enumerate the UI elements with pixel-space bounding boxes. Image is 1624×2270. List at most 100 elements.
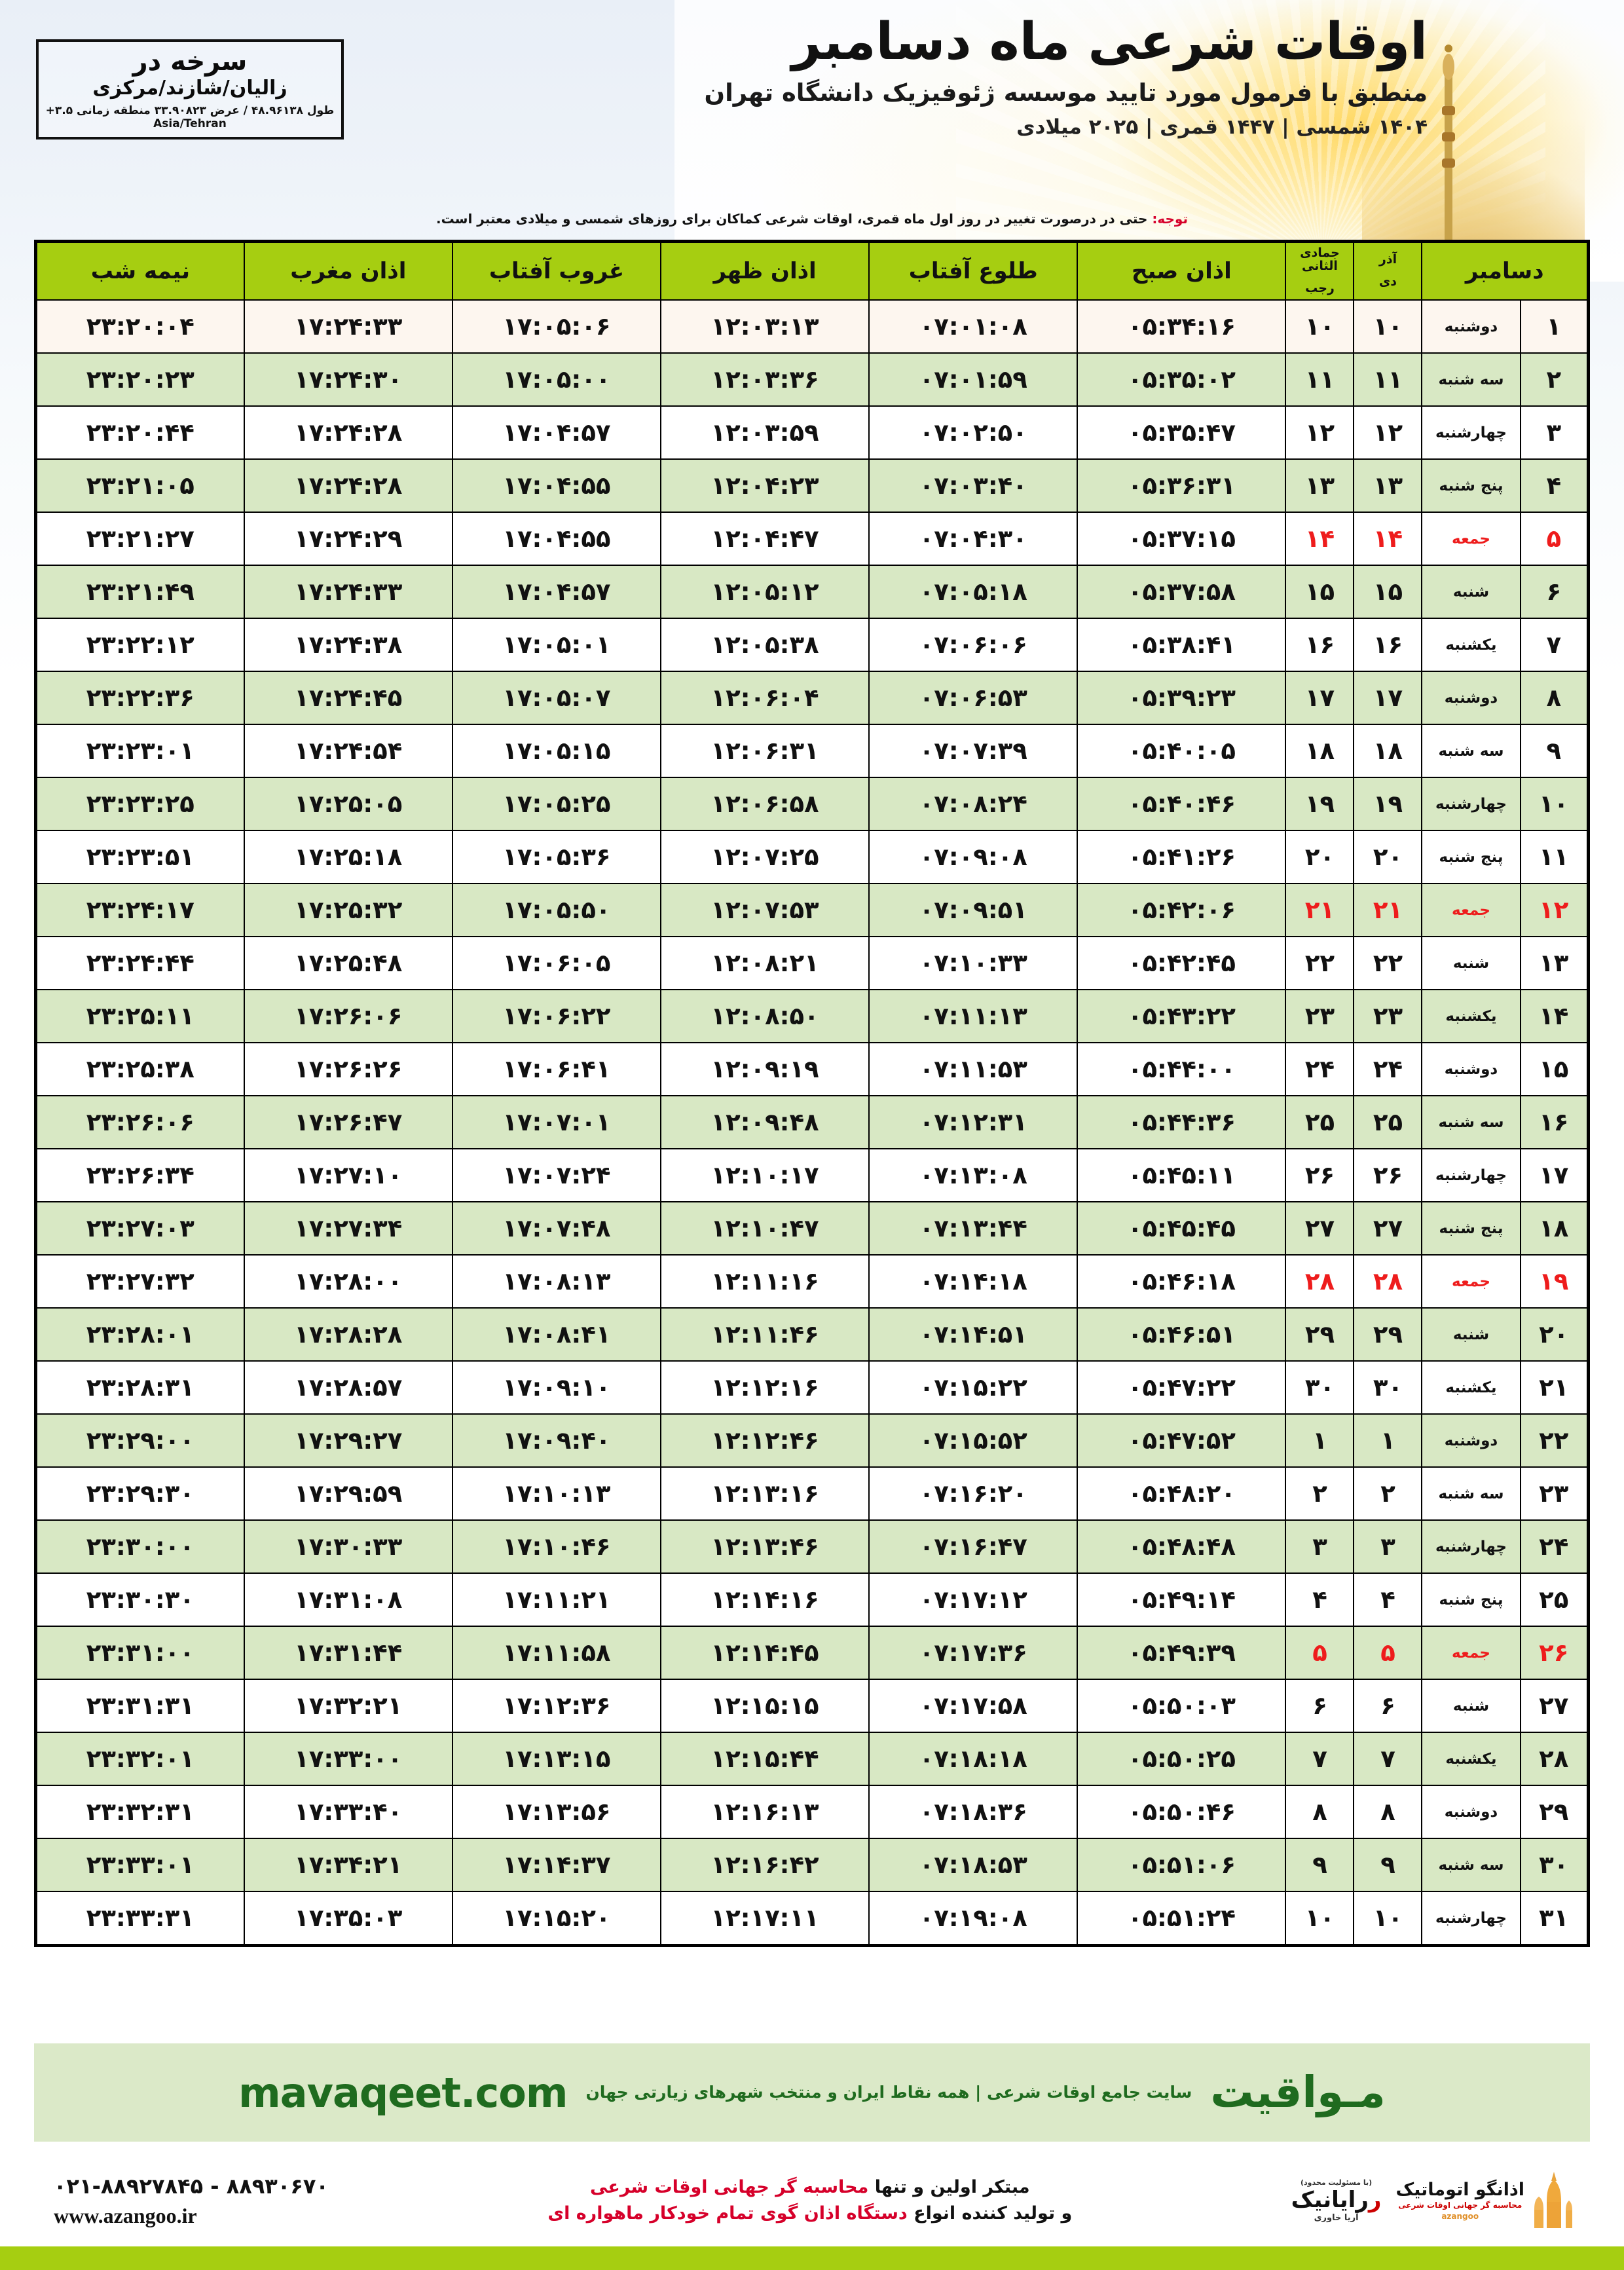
midnight-time: ۲۳:۲۰:۴۴ <box>35 405 245 460</box>
col-header-maghrib: اذان مغرب <box>243 240 453 301</box>
qamari-date: ۱۱ <box>1285 352 1355 407</box>
dhuhr-time: ۱۲:۰۵:۱۲ <box>660 565 870 619</box>
dhuhr-time: ۱۲:۱۰:۴۷ <box>660 1201 870 1256</box>
qamari-date: ۲۳ <box>1285 989 1355 1043</box>
sunrise-time: ۰۷:۰۶:۵۳ <box>868 671 1079 725</box>
location-coordinates: طول ۴۸.۹۶۱۳۸ / عرض ۳۳.۹۰۸۲۳ منطقه زمانی … <box>45 103 335 130</box>
azangoo-subtitle: محاسبه گر جهانی اوقات شرعی <box>1398 2200 1522 2210</box>
midnight-time: ۲۳:۲۳:۲۵ <box>35 777 245 831</box>
midnight-time: ۲۳:۲۰:۰۴ <box>35 299 245 354</box>
slogan-line2-black: و تولید کننده انواع <box>907 2203 1073 2223</box>
maghrib-time: ۱۷:۲۶:۴۷ <box>243 1095 453 1149</box>
maghrib-time: ۱۷:۲۵:۰۵ <box>243 777 453 831</box>
maghrib-time: ۱۷:۲۴:۳۸ <box>243 618 453 672</box>
day-number: ۱۸ <box>1519 1201 1589 1256</box>
day-name: یکشنبه <box>1421 1732 1521 1786</box>
day-number: ۲۳ <box>1519 1466 1589 1521</box>
location-city: سرخه در <box>132 47 248 77</box>
col-header-dhuhr: اذان ظهر <box>660 240 870 301</box>
day-name: جمعه <box>1421 883 1521 937</box>
note-text: حتی در درصورت تغییر در روز اول ماه قمری،… <box>436 211 1148 227</box>
day-name: شنبه <box>1421 1307 1521 1362</box>
fajr-time: ۰۵:۴۶:۱۸ <box>1077 1254 1287 1309</box>
mavaqeet-domain[interactable]: mavaqeet.com <box>238 2068 568 2117</box>
maghrib-time: ۱۷:۳۱:۴۴ <box>243 1626 453 1680</box>
fajr-time: ۰۵:۴۵:۱۱ <box>1077 1148 1287 1202</box>
qamari-date: ۴ <box>1285 1572 1355 1627</box>
maghrib-time: ۱۷:۲۸:۰۰ <box>243 1254 453 1309</box>
sunset-time: ۱۷:۱۱:۲۱ <box>451 1572 662 1627</box>
day-name: سه شنبه <box>1421 1838 1521 1892</box>
sunrise-time: ۰۷:۰۹:۵۱ <box>868 883 1079 937</box>
sunset-time: ۱۷:۱۵:۲۰ <box>451 1891 662 1946</box>
midnight-time: ۲۳:۲۵:۳۸ <box>35 1042 245 1096</box>
sunrise-time: ۰۷:۱۸:۵۳ <box>868 1838 1079 1892</box>
maghrib-time: ۱۷:۳۴:۲۱ <box>243 1838 453 1892</box>
maghrib-time: ۱۷:۲۹:۵۹ <box>243 1466 453 1521</box>
midnight-time: ۲۳:۲۵:۱۱ <box>35 989 245 1043</box>
shamsi-date: ۲۹ <box>1353 1307 1423 1362</box>
midnight-time: ۲۳:۲۸:۳۱ <box>35 1360 245 1415</box>
maghrib-time: ۱۷:۲۷:۱۰ <box>243 1148 453 1202</box>
contact-phone: ۰۲۱-۸۸۹۲۷۸۴۵ - ۸۸۹۳۰۶۷۰ <box>54 2173 329 2199</box>
midnight-time: ۲۳:۳۰:۳۰ <box>35 1572 245 1627</box>
sunrise-time: ۰۷:۱۱:۱۳ <box>868 989 1079 1043</box>
fajr-time: ۰۵:۴۵:۴۵ <box>1077 1201 1287 1256</box>
day-number: ۲۷ <box>1519 1679 1589 1733</box>
day-name: سه شنبه <box>1421 352 1521 407</box>
midnight-time: ۲۳:۲۷:۳۲ <box>35 1254 245 1309</box>
table-header-row: دسامبر آذر دی جمادی الثانی رجب اذان صبح … <box>35 240 1589 301</box>
midnight-time: ۲۳:۲۶:۳۴ <box>35 1148 245 1202</box>
qamari-date: ۱۳ <box>1285 458 1355 513</box>
azangoo-slogan: مبتکر اولین و تنها محاسبه گر جهانی اوقات… <box>329 2174 1291 2227</box>
table-row: ۱۹ جمعه ۲۸ ۲۸ ۰۵:۴۶:۱۸ ۰۷:۱۴:۱۸ ۱۲:۱۱:۱۶ ۱۷:۰۸:… <box>35 1254 1589 1309</box>
qamari-date: ۱۲ <box>1285 405 1355 460</box>
day-name: سه شنبه <box>1421 1466 1521 1521</box>
table-row: ۱۷ چهارشنبه ۲۶ ۲۶ ۰۵:۴۵:۱۱ ۰۷:۱۳:۰۸ ۱۲:۱۰:۱۷ ۱۷… <box>35 1148 1589 1202</box>
qamari-date: ۱۴ <box>1285 512 1355 566</box>
bottom-accent-bar <box>0 2246 1624 2270</box>
midnight-time: ۲۳:۲۲:۱۲ <box>35 618 245 672</box>
midnight-time: ۲۳:۲۹:۳۰ <box>35 1466 245 1521</box>
table-row: ۲۹ دوشنبه ۸ ۸ ۰۵:۵۰:۴۶ ۰۷:۱۸:۳۶ ۱۲:۱۶:۱۳ ۱۷:۱۳:… <box>35 1785 1589 1839</box>
qamari-date: ۵ <box>1285 1626 1355 1680</box>
day-name: دوشنبه <box>1421 671 1521 725</box>
sunset-time: ۱۷:۱۳:۱۵ <box>451 1732 662 1786</box>
fajr-time: ۰۵:۴۷:۵۲ <box>1077 1413 1287 1468</box>
day-number: ۲۰ <box>1519 1307 1589 1362</box>
shamsi-date: ۱۰ <box>1353 1891 1423 1946</box>
fajr-time: ۰۵:۴۷:۲۲ <box>1077 1360 1287 1415</box>
shamsi-date: ۹ <box>1353 1838 1423 1892</box>
fajr-time: ۰۵:۴۲:۴۵ <box>1077 936 1287 990</box>
rayaneek-logo: (با مسئولیت محدود) ررایانیک آریا خاوری <box>1291 2178 1382 2223</box>
fajr-time: ۰۵:۴۴:۰۰ <box>1077 1042 1287 1096</box>
col-header-qamari-top: جمادی الثانی <box>1300 246 1340 274</box>
maghrib-time: ۱۷:۲۴:۲۹ <box>243 512 453 566</box>
day-number: ۱۶ <box>1519 1095 1589 1149</box>
day-name: پنج شنبه <box>1421 830 1521 884</box>
table-row: ۵ جمعه ۱۴ ۱۴ ۰۵:۳۷:۱۵ ۰۷:۰۴:۳۰ ۱۲:۰۴:۴۷ ۱۷:۰۴:۵… <box>35 512 1589 566</box>
table-row: ۲۰ شنبه ۲۹ ۲۹ ۰۵:۴۶:۵۱ ۰۷:۱۴:۵۱ ۱۲:۱۱:۴۶ ۱۷:۰۸:… <box>35 1307 1589 1362</box>
table-row: ۳۱ چهارشنبه ۱۰ ۱۰ ۰۵:۵۱:۲۴ ۰۷:۱۹:۰۸ ۱۲:۱۷:۱۱ ۱۷… <box>35 1891 1589 1946</box>
shamsi-date: ۲۶ <box>1353 1148 1423 1202</box>
sunrise-time: ۰۷:۰۴:۳۰ <box>868 512 1079 566</box>
sunset-time: ۱۷:۰۵:۰۱ <box>451 618 662 672</box>
sunrise-time: ۰۷:۱۳:۰۸ <box>868 1148 1079 1202</box>
sunrise-time: ۰۷:۰۷:۳۹ <box>868 724 1079 778</box>
title-block: اوقات شرعی ماه دسامبر منطبق با فرمول مور… <box>609 12 1428 139</box>
day-name: یکشنبه <box>1421 989 1521 1043</box>
sunrise-time: ۰۷:۱۰:۳۳ <box>868 936 1079 990</box>
contact-website[interactable]: www.azangoo.ir <box>54 2203 197 2227</box>
sunset-time: ۱۷:۰۸:۴۱ <box>451 1307 662 1362</box>
qamari-date: ۱۸ <box>1285 724 1355 778</box>
table-row: ۴ پنج شنبه ۱۳ ۱۳ ۰۵:۳۶:۳۱ ۰۷:۰۳:۴۰ ۱۲:۰۴:۲۳ ۱۷:… <box>35 458 1589 513</box>
qamari-date: ۲۵ <box>1285 1095 1355 1149</box>
day-number: ۱۷ <box>1519 1148 1589 1202</box>
midnight-time: ۲۳:۳۲:۰۱ <box>35 1732 245 1786</box>
dhuhr-time: ۱۲:۰۷:۲۵ <box>660 830 870 884</box>
shamsi-date: ۵ <box>1353 1626 1423 1680</box>
sunset-time: ۱۷:۱۴:۳۷ <box>451 1838 662 1892</box>
page-title: اوقات شرعی ماه دسامبر <box>791 12 1428 71</box>
qamari-date: ۲۷ <box>1285 1201 1355 1256</box>
rayaneek-main: ررایانیک <box>1291 2187 1382 2213</box>
